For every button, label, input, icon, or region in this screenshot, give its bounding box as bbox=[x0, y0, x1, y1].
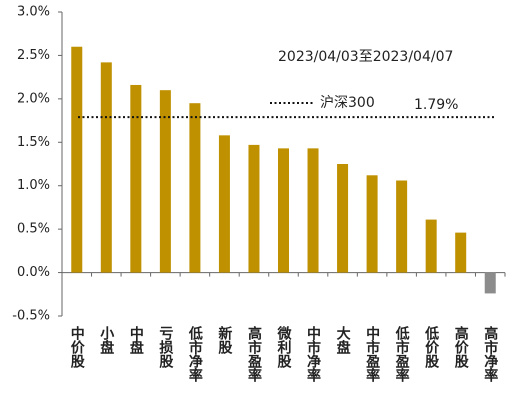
x-tick-label: 高价股 bbox=[453, 325, 469, 369]
bar bbox=[130, 84, 142, 273]
bar bbox=[248, 144, 260, 273]
x-tick-label: 中市净率 bbox=[305, 325, 321, 383]
x-tick-label: 高市净率 bbox=[482, 325, 498, 383]
bar bbox=[307, 148, 319, 273]
bar bbox=[396, 180, 408, 273]
bar bbox=[425, 219, 437, 273]
legend-label: 沪深300 bbox=[320, 95, 375, 111]
bar bbox=[278, 148, 289, 273]
x-tick-label: 低市盈率 bbox=[394, 325, 411, 383]
date-annotation: 2023/04/03至2023/04/07 bbox=[278, 49, 453, 65]
x-tick-label: 高市盈率 bbox=[246, 325, 263, 383]
bar bbox=[484, 272, 496, 294]
x-tick-label: 亏损股 bbox=[157, 326, 173, 369]
y-tick-label: -0.5% bbox=[12, 309, 50, 324]
bar bbox=[159, 90, 171, 273]
y-tick-label: 2.0% bbox=[17, 91, 50, 106]
y-tick-label: 0.5% bbox=[17, 222, 50, 237]
bar bbox=[337, 164, 349, 273]
x-tick-label: 低价股 bbox=[423, 325, 440, 369]
reference-label: 1.79% bbox=[414, 97, 458, 113]
bar bbox=[218, 135, 230, 273]
y-tick-label: 3.0% bbox=[17, 5, 50, 20]
y-tick-label: 1.0% bbox=[17, 178, 50, 193]
bar bbox=[189, 103, 201, 273]
bar bbox=[455, 232, 467, 273]
y-tick-label: 0.0% bbox=[17, 265, 50, 280]
y-tick-label: 1.5% bbox=[17, 135, 50, 150]
x-tick-label: 小盘 bbox=[98, 326, 114, 354]
bar bbox=[366, 175, 378, 273]
x-tick-label: 低市净率 bbox=[187, 325, 204, 383]
x-tick-label: 中市盈率 bbox=[364, 325, 381, 383]
x-tick-label: 中盘 bbox=[128, 325, 144, 354]
y-tick-label: 2.5% bbox=[17, 48, 50, 63]
x-tick-label: 中价股 bbox=[69, 325, 85, 369]
bar bbox=[71, 46, 83, 273]
x-tick-label: 微利股 bbox=[276, 325, 293, 369]
x-tick-label: 新股 bbox=[216, 325, 232, 355]
x-tick-label: 大盘 bbox=[335, 325, 351, 354]
bar bbox=[100, 62, 112, 273]
